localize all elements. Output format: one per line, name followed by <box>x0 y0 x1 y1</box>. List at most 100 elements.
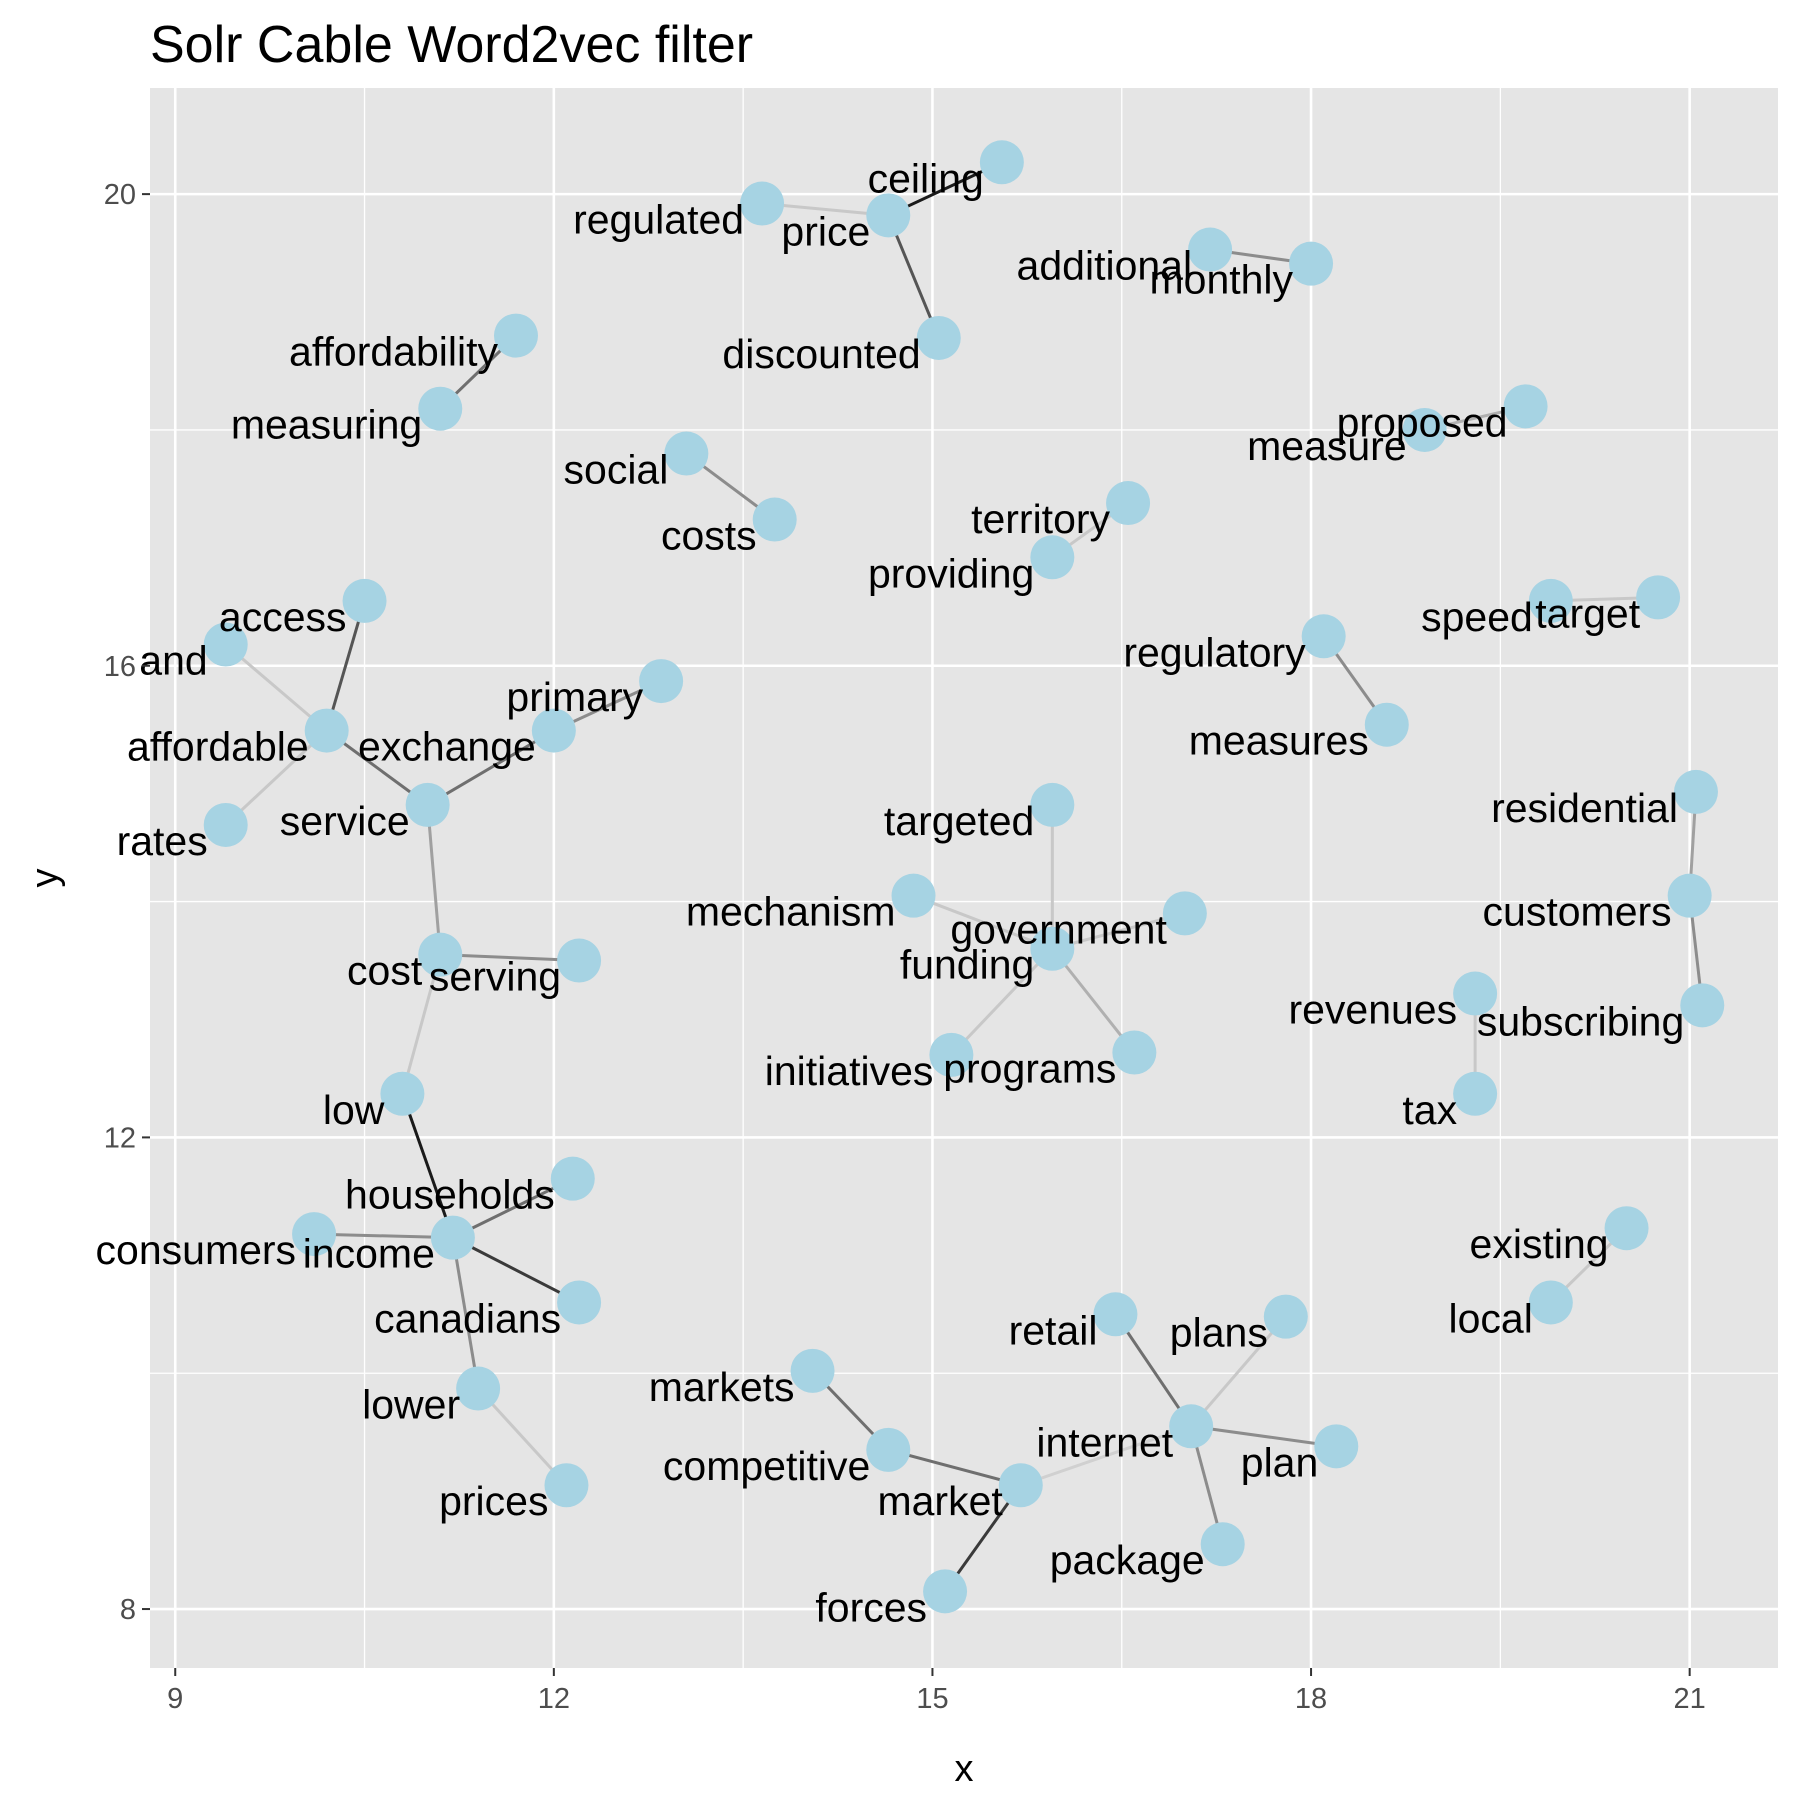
minor-gridlines <box>150 88 1778 1668</box>
point-households <box>550 1156 595 1201</box>
points-layer <box>203 140 1725 1614</box>
point-income <box>430 1215 475 1260</box>
point-residential <box>1673 769 1718 814</box>
point-label-prices: prices <box>439 1478 548 1524</box>
edge-service-cost <box>426 804 442 955</box>
edge-affordable-rates <box>224 729 328 827</box>
point-label-government: government <box>950 906 1167 952</box>
point-label-exchange: exchange <box>358 724 536 770</box>
y-tick-label: 8 <box>120 1594 136 1626</box>
point-programs <box>1112 1030 1157 1075</box>
point-retail <box>1093 1292 1138 1337</box>
point-label-plans: plans <box>1170 1310 1268 1356</box>
point-costs <box>752 497 797 542</box>
point-speed <box>1528 578 1573 623</box>
x-tick-label: 21 <box>1674 1683 1706 1715</box>
point-measures <box>1364 702 1409 747</box>
edge-internet-market <box>1020 1424 1192 1487</box>
point-government <box>1162 891 1207 936</box>
edge-income-canadians <box>452 1236 580 1304</box>
point-cost <box>418 932 463 977</box>
point-territory <box>1106 481 1151 526</box>
point-label-revenues: revenues <box>1288 987 1457 1033</box>
point-package <box>1200 1522 1245 1567</box>
y-tick-label: 12 <box>104 1122 136 1154</box>
axes-layer: 9 12 15 18 21 8 12 16 20 <box>104 179 1706 1715</box>
point-monthly <box>1289 241 1334 286</box>
point-canadians <box>557 1280 602 1325</box>
point-label-canadians: canadians <box>374 1295 561 1341</box>
point-funding <box>1030 926 1075 971</box>
point-label-income: income <box>303 1231 435 1277</box>
point-label-subscribing: subscribing <box>1477 998 1684 1044</box>
edge-government-funding <box>1051 911 1186 951</box>
point-label-existing: existing <box>1470 1221 1609 1267</box>
x-tick-label: 9 <box>167 1683 183 1715</box>
point-internet <box>1169 1404 1214 1449</box>
point-serving <box>557 938 602 983</box>
point-label-forces: forces <box>815 1584 927 1630</box>
point-low <box>380 1071 425 1116</box>
point-label-service: service <box>280 798 410 844</box>
point-label-low: low <box>323 1087 385 1133</box>
point-regulated <box>740 181 785 226</box>
point-label-households: households <box>345 1172 555 1218</box>
point-label-costs: costs <box>661 513 757 559</box>
y-axis-title: y <box>24 869 66 888</box>
edge-and-affordable <box>224 643 328 732</box>
point-label-funding: funding <box>900 942 1035 988</box>
point-affordable <box>304 708 349 753</box>
point-label-residential: residential <box>1491 785 1678 831</box>
edge-price-discounted <box>886 214 941 339</box>
point-label-regulated: regulated <box>573 197 744 243</box>
point-plans <box>1263 1294 1308 1339</box>
edge-cost-low <box>400 954 442 1095</box>
point-ceiling <box>979 140 1024 185</box>
point-measure <box>1402 407 1447 452</box>
point-label-programs: programs <box>943 1046 1116 1092</box>
point-label-customers: customers <box>1483 889 1672 935</box>
point-price <box>866 193 911 238</box>
point-market <box>998 1463 1043 1508</box>
point-initiatives <box>929 1032 974 1077</box>
point-label-additional: additional <box>1017 243 1193 289</box>
edge-income-households <box>452 1177 574 1239</box>
point-target <box>1636 575 1681 620</box>
point-label-primary: primary <box>506 674 643 720</box>
edge-funding-programs <box>1051 947 1136 1054</box>
edge-income-lower <box>451 1237 480 1389</box>
point-label-proposed: proposed <box>1337 399 1508 445</box>
point-label-social: social <box>564 447 669 493</box>
point-plan <box>1314 1424 1359 1469</box>
major-gridlines <box>150 88 1778 1668</box>
edge-retail-internet <box>1114 1313 1193 1428</box>
point-label-package: package <box>1050 1537 1205 1583</box>
plot-panel <box>150 88 1778 1668</box>
point-label-cost: cost <box>347 948 423 994</box>
edge-low-income <box>400 1093 455 1239</box>
edge-service-exchange <box>426 729 555 807</box>
point-forces <box>923 1569 968 1614</box>
point-label-measure: measure <box>1247 423 1407 469</box>
y-tick-label: 16 <box>104 651 136 683</box>
point-label-markets: markets <box>649 1364 795 1410</box>
point-label-retail: retail <box>1009 1307 1098 1353</box>
point-and <box>203 622 248 667</box>
point-label-ceiling: ceiling <box>868 155 984 201</box>
point-tax <box>1453 1071 1498 1116</box>
point-label-serving: serving <box>429 954 561 1000</box>
point-local <box>1528 1280 1573 1325</box>
point-service <box>405 782 450 827</box>
chart-title: Solr Cable Word2vec filter <box>150 16 753 74</box>
point-label-plan: plan <box>1241 1439 1319 1485</box>
point-targeted <box>1030 782 1075 827</box>
labels-layer: ceiling regulated price discounted additiona… <box>96 155 1685 1630</box>
point-revenues <box>1453 971 1498 1016</box>
point-label-mechanism: mechanism <box>686 889 896 935</box>
point-label-rates: rates <box>117 818 208 864</box>
point-mechanism <box>891 873 936 918</box>
point-label-target: target <box>1535 590 1640 636</box>
x-tick-label: 18 <box>1295 1683 1327 1715</box>
point-label-affordability: affordability <box>289 329 498 375</box>
